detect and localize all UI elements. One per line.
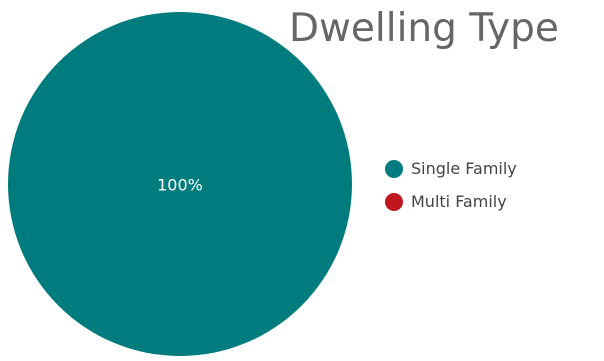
legend-swatch-single-family xyxy=(385,159,403,178)
legend-label: Single Family xyxy=(411,159,517,178)
legend-label: Multi Family xyxy=(411,192,507,211)
legend-item-multi-family[interactable]: Multi Family xyxy=(385,190,517,213)
legend-item-single-family[interactable]: Single Family xyxy=(385,157,517,180)
pie-slice-single-family[interactable] xyxy=(8,12,352,356)
chart-legend: Single Family Multi Family xyxy=(385,157,517,223)
chart-title: Dwelling Type xyxy=(289,6,559,51)
pie-slices xyxy=(8,12,352,356)
legend-swatch-multi-family xyxy=(385,192,403,211)
slice-data-label: 100% xyxy=(157,176,203,195)
